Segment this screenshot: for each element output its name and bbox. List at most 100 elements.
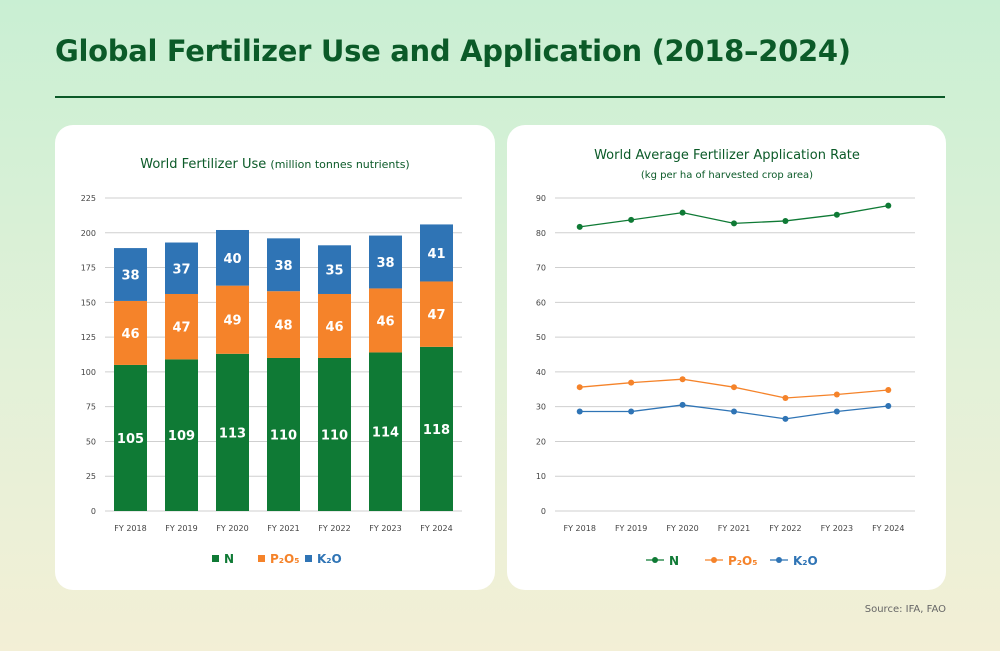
data-label: 40 <box>223 252 241 267</box>
x-tick-label: FY 2018 <box>114 524 146 533</box>
x-tick-label: FY 2023 <box>821 524 853 533</box>
page-title: Global Fertilizer Use and Application (2… <box>55 34 851 68</box>
application-rate-card <box>507 125 946 590</box>
bar-p2o5 <box>165 293 198 360</box>
data-point <box>679 376 686 383</box>
bar-k2o <box>267 238 300 292</box>
bar-p2o5 <box>114 300 147 365</box>
x-tick-label: FY 2018 <box>564 524 596 533</box>
data-point <box>628 408 635 415</box>
data-label: 118 <box>423 423 450 438</box>
legend-marker <box>776 557 782 563</box>
legend-label: P₂O₅ <box>728 554 758 568</box>
source-note: Source: IFA, FAO <box>864 604 946 615</box>
data-point <box>731 408 737 415</box>
data-point <box>576 384 583 391</box>
x-tick-label: FY 2022 <box>769 524 801 533</box>
x-tick-label: FY 2020 <box>666 524 698 533</box>
data-point <box>782 394 789 401</box>
data-point <box>885 402 892 409</box>
data-point <box>576 223 583 230</box>
data-label: 113 <box>219 426 246 441</box>
y-tick-label: 0 <box>541 507 546 516</box>
y-tick-label: 200 <box>81 229 96 238</box>
y-tick-label: 60 <box>536 298 546 307</box>
title-divider <box>55 96 945 98</box>
y-tick-label: 175 <box>81 264 96 273</box>
legend-label: N <box>669 554 679 568</box>
legend-swatch <box>258 555 265 562</box>
y-tick-label: 0 <box>91 507 96 516</box>
x-tick-label: FY 2019 <box>165 524 197 533</box>
bar-n <box>114 364 147 511</box>
x-tick-label: FY 2020 <box>216 524 248 533</box>
x-tick-label: FY 2024 <box>420 524 452 533</box>
data-label: 110 <box>270 428 297 443</box>
y-tick-label: 100 <box>81 368 96 377</box>
y-tick-label: 50 <box>536 333 546 342</box>
data-label: 47 <box>427 308 445 323</box>
data-point <box>885 202 892 209</box>
data-label: 46 <box>121 327 139 342</box>
chart-subtitle: (kg per ha of harvested crop area) <box>641 170 813 181</box>
x-tick-label: FY 2024 <box>872 524 904 533</box>
bar-k2o <box>216 229 249 286</box>
data-point <box>679 209 686 216</box>
x-tick-label: FY 2023 <box>369 524 401 533</box>
data-label: 41 <box>427 247 445 262</box>
data-point <box>628 379 635 386</box>
data-label: 47 <box>172 321 190 336</box>
data-label: 35 <box>325 264 343 279</box>
bar-p2o5 <box>420 281 453 347</box>
data-label: 37 <box>172 262 190 277</box>
legend-swatch <box>212 555 219 562</box>
legend-label: P₂O₅ <box>270 552 300 566</box>
x-tick-label: FY 2021 <box>267 524 299 533</box>
bar-n <box>165 359 198 511</box>
data-point <box>782 415 789 422</box>
y-tick-label: 20 <box>536 437 546 446</box>
data-label: 46 <box>325 320 343 335</box>
x-tick-label: FY 2021 <box>718 524 750 533</box>
data-point <box>628 216 635 223</box>
y-tick-label: 70 <box>536 264 546 273</box>
data-point <box>833 211 840 218</box>
data-point <box>576 408 583 415</box>
chart-title: World Fertilizer Use (million tonnes nut… <box>140 157 409 172</box>
data-point <box>782 217 789 224</box>
bar-k2o <box>420 224 453 282</box>
bar-n <box>267 357 300 511</box>
data-label: 105 <box>117 432 144 447</box>
data-point <box>679 401 686 408</box>
bar-n <box>216 353 249 511</box>
bar-k2o <box>165 242 198 294</box>
legend-marker <box>652 557 658 563</box>
bar-n <box>369 352 402 511</box>
y-tick-label: 10 <box>536 472 546 481</box>
y-tick-label: 125 <box>81 333 96 342</box>
bar-k2o <box>369 235 402 289</box>
data-point <box>833 408 840 415</box>
data-label: 109 <box>168 429 195 444</box>
y-tick-label: 90 <box>536 194 546 203</box>
bar-k2o <box>114 248 147 301</box>
data-label: 114 <box>372 426 399 441</box>
bar-p2o5 <box>267 291 300 358</box>
legend-swatch <box>305 555 312 562</box>
y-tick-label: 40 <box>536 368 546 377</box>
data-label: 38 <box>376 256 394 271</box>
x-tick-label: FY 2022 <box>318 524 350 533</box>
legend-label: K₂O <box>317 552 342 566</box>
data-point <box>731 384 737 391</box>
bar-n <box>420 346 453 511</box>
bar-p2o5 <box>216 285 249 354</box>
bar-p2o5 <box>318 293 351 358</box>
data-label: 49 <box>223 314 241 329</box>
data-label: 38 <box>274 259 292 274</box>
chart-title: World Average Fertilizer Application Rat… <box>594 148 860 163</box>
data-point <box>833 391 840 398</box>
legend-label: N <box>224 552 234 566</box>
data-label: 38 <box>121 269 139 284</box>
bar-n <box>318 357 351 511</box>
